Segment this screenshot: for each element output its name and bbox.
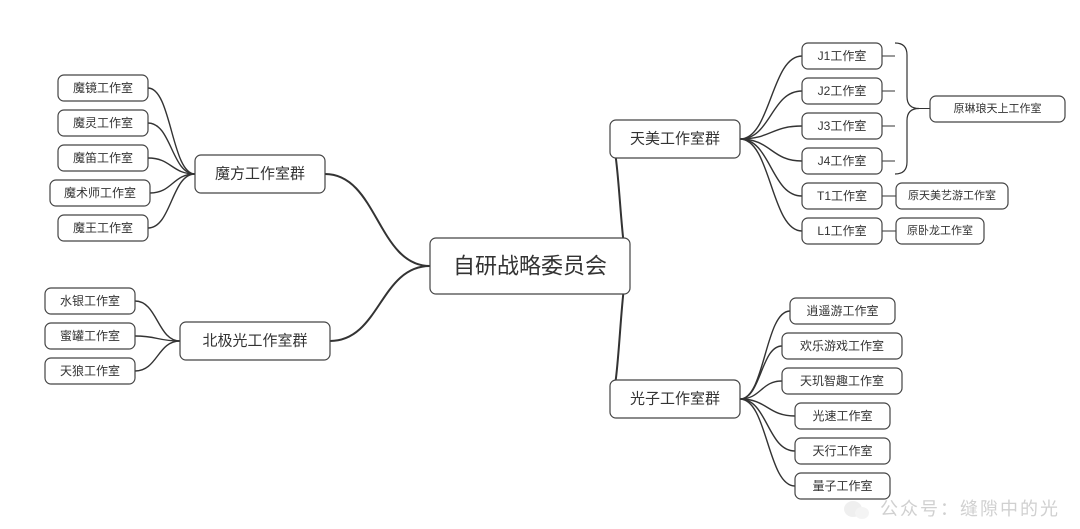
svg-text:J3工作室: J3工作室 xyxy=(818,118,867,133)
group-node-tianmei: 天美工作室群 xyxy=(610,120,740,158)
svg-text:北极光工作室群: 北极光工作室群 xyxy=(202,333,307,350)
svg-text:天美工作室群: 天美工作室群 xyxy=(630,131,720,148)
leaf-node-9: J2工作室 xyxy=(802,78,882,104)
root-node: 自研战略委员会 xyxy=(430,238,630,294)
edge xyxy=(135,341,180,371)
edge xyxy=(135,301,180,341)
bracket-label: 原琳琅天上工作室 xyxy=(930,96,1065,122)
leaf-node-5: 水银工作室 xyxy=(45,288,135,314)
svg-text:蜜罐工作室: 蜜罐工作室 xyxy=(60,328,120,343)
edge xyxy=(740,139,802,231)
svg-text:光子工作室群: 光子工作室群 xyxy=(630,391,720,408)
svg-text:魔灵工作室: 魔灵工作室 xyxy=(73,115,133,130)
svg-text:J1工作室: J1工作室 xyxy=(818,48,867,63)
group-node-beiji: 北极光工作室群 xyxy=(180,322,330,360)
svg-text:原卧龙工作室: 原卧龙工作室 xyxy=(907,223,973,237)
svg-text:J4工作室: J4工作室 xyxy=(818,153,867,168)
svg-text:水银工作室: 水银工作室 xyxy=(60,293,120,308)
leaf-node-6: 蜜罐工作室 xyxy=(45,323,135,349)
svg-text:T1工作室: T1工作室 xyxy=(817,188,867,203)
leaf-node-8: J1工作室 xyxy=(802,43,882,69)
note-box: 原天美艺游工作室 xyxy=(896,183,1008,209)
edge xyxy=(135,336,180,341)
leaf-node-12: T1工作室 xyxy=(802,183,882,209)
leaf-node-17: 光速工作室 xyxy=(795,403,890,429)
svg-text:天狼工作室: 天狼工作室 xyxy=(60,363,120,378)
leaf-node-14: 逍遥游工作室 xyxy=(790,298,895,324)
leaf-node-16: 天玑智趣工作室 xyxy=(782,368,902,394)
svg-text:魔镜工作室: 魔镜工作室 xyxy=(73,80,133,95)
svg-text:J2工作室: J2工作室 xyxy=(818,83,867,98)
svg-text:自研战略委员会: 自研战略委员会 xyxy=(453,254,607,279)
leaf-node-13: L1工作室 xyxy=(802,218,882,244)
leaf-node-0: 魔镜工作室 xyxy=(58,75,148,101)
leaf-node-19: 量子工作室 xyxy=(795,473,890,499)
leaf-node-11: J4工作室 xyxy=(802,148,882,174)
svg-text:魔王工作室: 魔王工作室 xyxy=(73,220,133,235)
edge xyxy=(148,174,195,228)
leaf-node-2: 魔笛工作室 xyxy=(58,145,148,171)
leaf-node-4: 魔王工作室 xyxy=(58,215,148,241)
edge xyxy=(740,399,795,486)
svg-text:原琳琅天上工作室: 原琳琅天上工作室 xyxy=(954,101,1042,115)
svg-text:光速工作室: 光速工作室 xyxy=(812,408,872,423)
note-box: 原卧龙工作室 xyxy=(896,218,984,244)
leaf-node-7: 天狼工作室 xyxy=(45,358,135,384)
svg-text:魔笛工作室: 魔笛工作室 xyxy=(73,150,133,165)
bracket xyxy=(895,43,919,174)
edge xyxy=(330,266,430,341)
svg-text:逍遥游工作室: 逍遥游工作室 xyxy=(806,303,878,318)
leaf-node-10: J3工作室 xyxy=(802,113,882,139)
svg-text:魔术师工作室: 魔术师工作室 xyxy=(64,185,136,200)
edge xyxy=(148,88,195,174)
leaf-node-3: 魔术师工作室 xyxy=(50,180,150,206)
leaf-node-15: 欢乐游戏工作室 xyxy=(782,333,902,359)
group-node-guangzi: 光子工作室群 xyxy=(610,380,740,418)
edge xyxy=(325,174,430,266)
mindmap-canvas: 原天美艺游工作室原卧龙工作室 原琳琅天上工作室自研战略委员会 魔方工作室群北极光工作… xyxy=(0,0,1080,529)
svg-text:天玑智趣工作室: 天玑智趣工作室 xyxy=(800,373,884,388)
svg-text:原天美艺游工作室: 原天美艺游工作室 xyxy=(908,188,996,202)
edge xyxy=(150,174,195,193)
svg-text:天行工作室: 天行工作室 xyxy=(812,443,872,458)
edge xyxy=(740,139,802,196)
leaf-node-18: 天行工作室 xyxy=(795,438,890,464)
svg-text:量子工作室: 量子工作室 xyxy=(812,478,872,493)
svg-text:魔方工作室群: 魔方工作室群 xyxy=(215,166,305,183)
svg-text:欢乐游戏工作室: 欢乐游戏工作室 xyxy=(800,338,884,353)
edge xyxy=(740,346,782,399)
svg-text:L1工作室: L1工作室 xyxy=(817,223,866,238)
group-node-mofang: 魔方工作室群 xyxy=(195,155,325,193)
leaf-node-1: 魔灵工作室 xyxy=(58,110,148,136)
